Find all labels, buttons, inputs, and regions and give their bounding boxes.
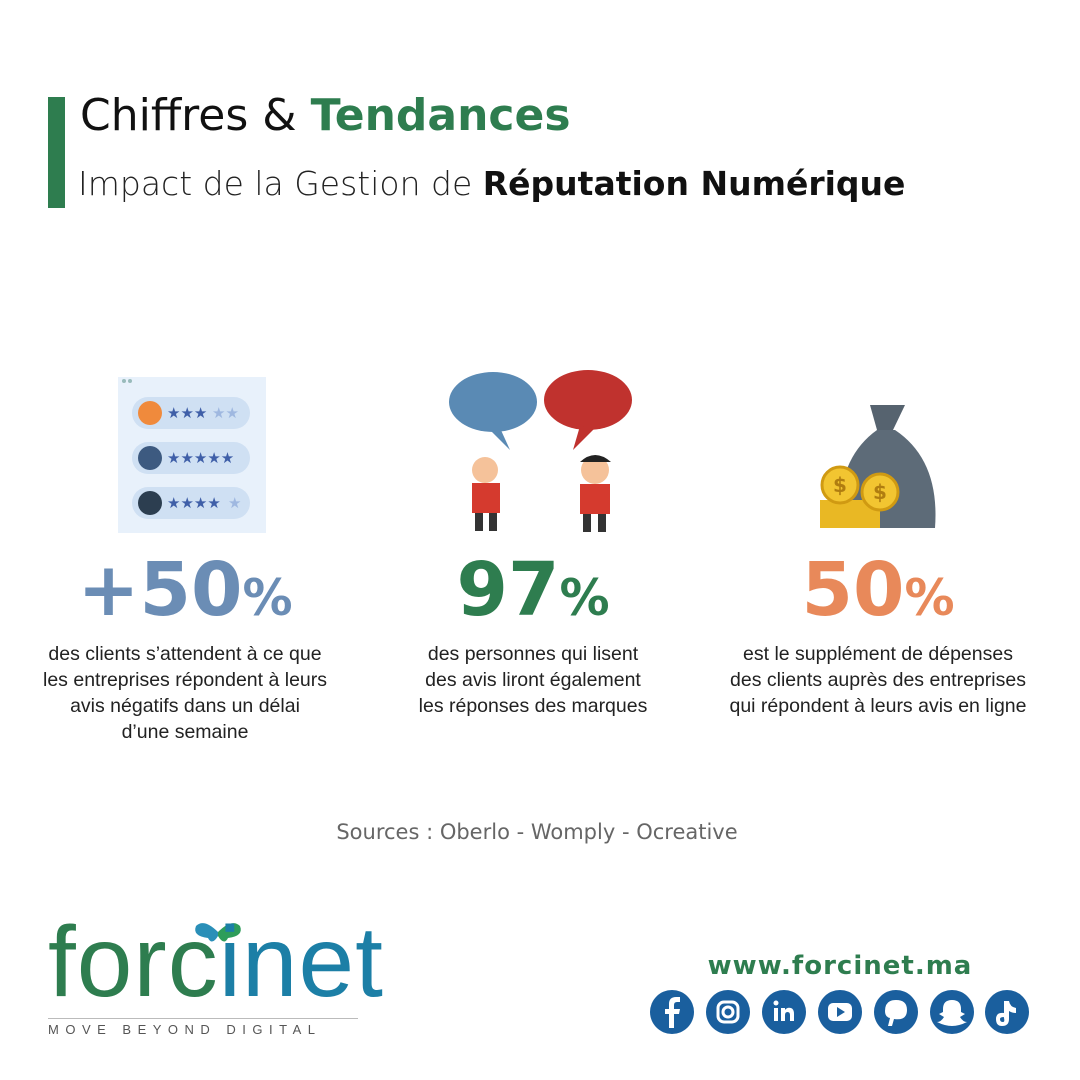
- line: des personnes qui lisent: [427, 643, 639, 665]
- line: qui répondent à leurs avis en ligne: [729, 695, 1027, 717]
- title-text: Chiffres &: [80, 90, 297, 141]
- line: les réponses des marques: [418, 695, 648, 717]
- stat-figure: 97%: [353, 553, 713, 627]
- svg-text:★★: ★★: [212, 404, 239, 422]
- accent-bar: [48, 97, 65, 208]
- svg-text:$: $: [873, 480, 887, 504]
- tagline: MOVE BEYOND DIGITAL: [48, 1018, 358, 1037]
- figure: 50: [801, 547, 905, 633]
- stat-description: des clients s’attendent à ce que les entr…: [5, 641, 365, 745]
- money-illustration: $ $: [820, 405, 936, 528]
- svg-text:★: ★: [228, 494, 241, 512]
- figure: +50: [77, 547, 243, 633]
- title-highlight: Tendances: [310, 90, 571, 141]
- figure-unit: %: [559, 569, 610, 627]
- line: des clients s’attendent à ce que: [48, 643, 322, 665]
- title: Chiffres & Tendances: [80, 90, 571, 141]
- line: d’une semaine: [121, 721, 249, 743]
- subtitle: Impact de la Gestion de Réputation Numér…: [78, 164, 905, 203]
- stat-1: +50% des clients s’attendent à ce que les…: [5, 553, 365, 745]
- line: des avis liront également: [425, 669, 641, 691]
- figure: 97: [456, 547, 560, 633]
- subtitle-text: Impact de la Gestion de: [78, 164, 473, 203]
- svg-text:★★★: ★★★: [167, 404, 207, 422]
- figure-unit: %: [904, 569, 955, 627]
- stat-2: 97% des personnes qui lisent des avis lir…: [353, 553, 713, 719]
- subtitle-highlight: Réputation Numérique: [482, 164, 906, 203]
- logo-butterfly: [195, 923, 241, 942]
- line: est le supplément de dépenses: [743, 643, 1013, 665]
- line: les entreprises répondent à leurs: [43, 669, 327, 691]
- logo-text: inet: [218, 906, 384, 1018]
- stat-3: 50% est le supplément de dépenses des cli…: [698, 553, 1058, 719]
- speech-illustration: [449, 370, 632, 532]
- svg-text:$: $: [833, 473, 847, 497]
- stat-figure: 50%: [698, 553, 1058, 627]
- stat-figure: +50%: [5, 553, 365, 627]
- reviews-illustration: ★★★★★★★★★★★★ ★★★: [118, 377, 266, 533]
- stat-description: est le supplément de dépenses des clients…: [698, 641, 1058, 719]
- website[interactable]: www.forcinet.ma: [707, 951, 973, 981]
- svg-text:★★★★: ★★★★: [167, 494, 221, 512]
- logo-text: forc: [48, 906, 219, 1018]
- social-icons: [650, 990, 1029, 1034]
- stat-description: des personnes qui lisent des avis liront …: [353, 641, 713, 719]
- line: des clients auprès des entreprises: [730, 669, 1026, 691]
- figure-unit: %: [242, 569, 293, 627]
- sources: Sources : Oberlo - Womply - Ocreative: [336, 820, 738, 844]
- logo[interactable]: forcinet: [48, 912, 384, 1012]
- svg-text:★★★★★: ★★★★★: [167, 449, 234, 467]
- line: avis négatifs dans un délai: [70, 695, 300, 717]
- instagram-icon[interactable]: [706, 990, 750, 1034]
